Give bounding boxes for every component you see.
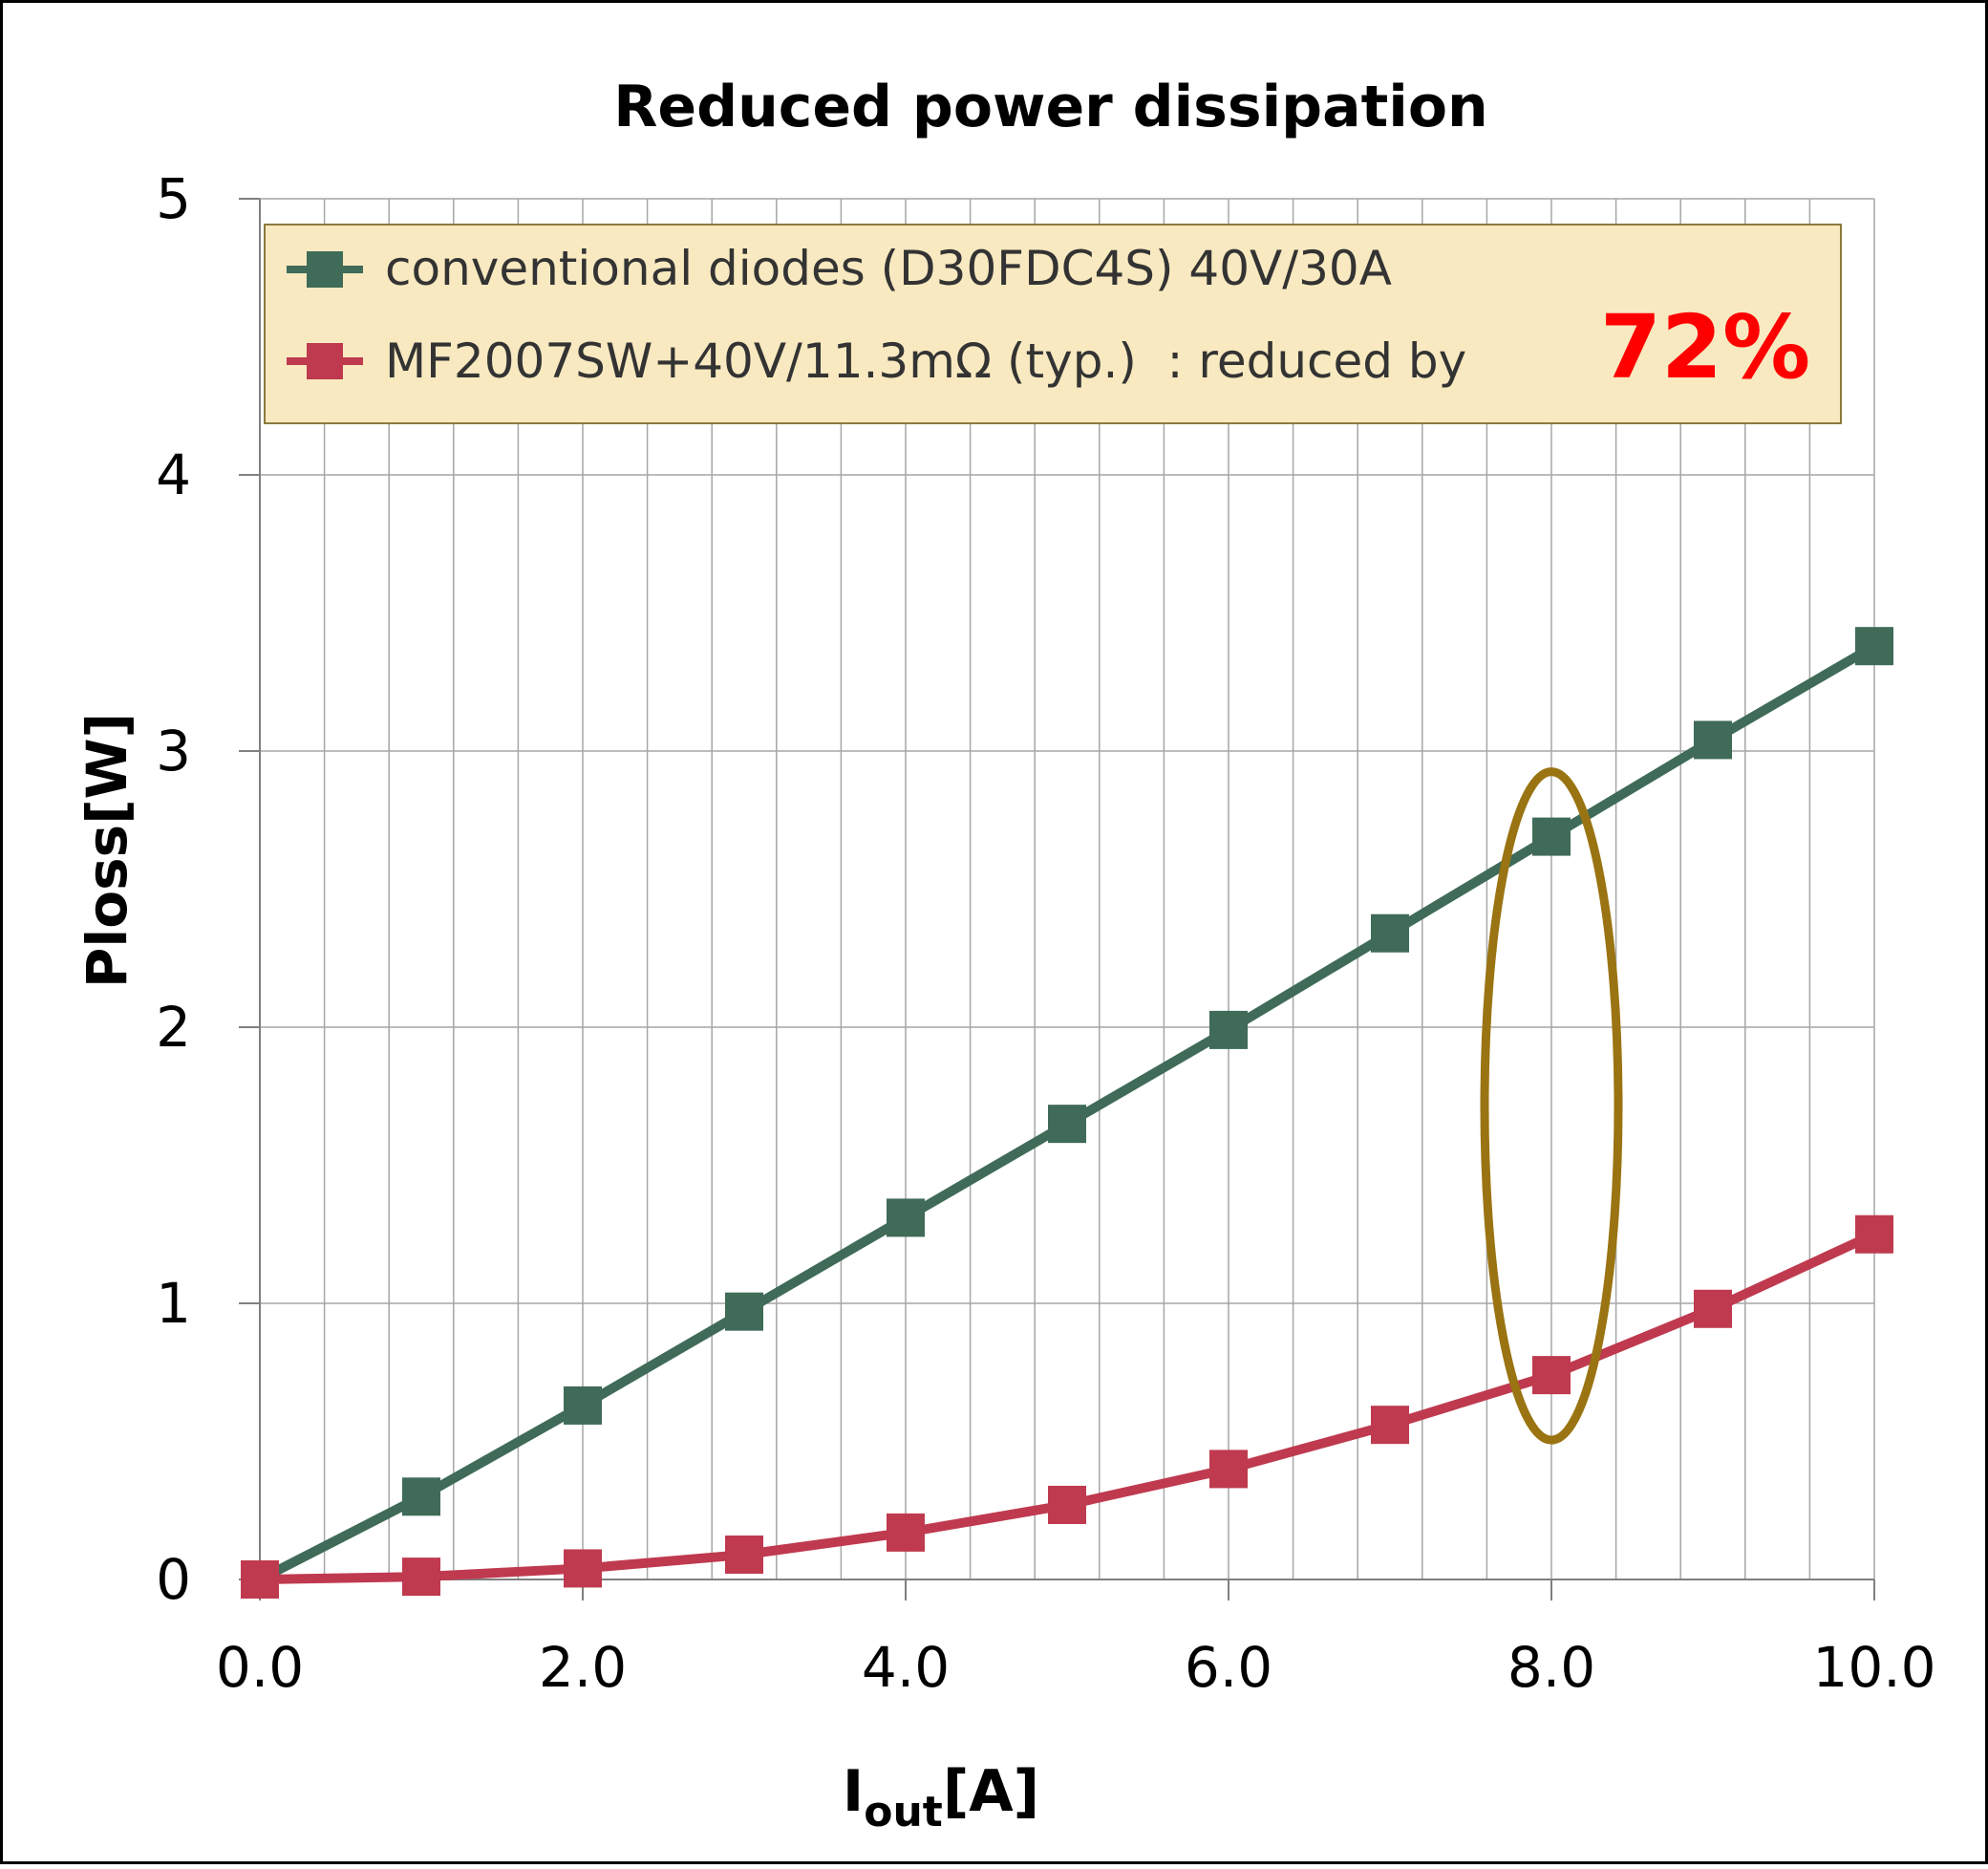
legend-label-mf2007sw: MF2007SW+40V/11.3mΩ (typ.) : reduced by [385, 333, 1466, 389]
data-point [1855, 1214, 1893, 1254]
y-tick-label: 5 [156, 166, 191, 231]
legend-swatch-marker [307, 343, 343, 379]
x-axis-label-subscript: out [864, 1788, 943, 1837]
data-point [1371, 913, 1409, 953]
legend-entry-conventional: conventional diodes (D30FDC4S) 40V/30A [287, 241, 1392, 296]
data-point [1532, 817, 1571, 856]
data-point [725, 1292, 763, 1331]
data-point [1855, 627, 1893, 666]
data-point [1048, 1105, 1086, 1144]
x-tick-label: 2.0 [539, 1635, 627, 1700]
x-tick-label: 10.0 [1812, 1635, 1935, 1700]
data-point [1694, 720, 1732, 760]
y-tick-label: 4 [156, 442, 191, 507]
data-point [1694, 1289, 1732, 1328]
highlight-ellipse [1480, 767, 1623, 1445]
series-1 [241, 1214, 1893, 1599]
y-tick-label: 2 [156, 995, 191, 1060]
data-point [402, 1558, 440, 1597]
y-axis-label: Ploss[W] [75, 713, 139, 988]
x-tick-label: 6.0 [1185, 1635, 1272, 1700]
data-point [1048, 1485, 1086, 1524]
data-point [1532, 1356, 1571, 1395]
x-axis-label-unit: [A] [943, 1758, 1039, 1825]
legend-label-mf2007sw-name: MF2007SW+40V/11.3mΩ (typ.) [385, 333, 1137, 389]
chart-title: Reduced power dissipation [613, 74, 1488, 140]
y-tick-labels: 0 1 2 3 4 5 [156, 166, 191, 1612]
legend-box [264, 224, 1842, 424]
data-point [1209, 1450, 1248, 1489]
data-point [241, 1560, 279, 1599]
axes [239, 198, 1875, 1600]
data-point [1371, 1406, 1409, 1445]
x-tick-label: 4.0 [862, 1635, 950, 1700]
legend-swatch-marker [307, 251, 343, 288]
legend: conventional diodes (D30FDC4S) 40V/30A M… [264, 224, 1842, 424]
grid [260, 198, 1875, 1579]
x-axis-label: Iout[A] [843, 1758, 1039, 1837]
legend-entry-mf2007sw: MF2007SW+40V/11.3mΩ (typ.) : reduced by … [287, 296, 1810, 398]
data-point [402, 1477, 440, 1516]
y-tick-label: 1 [156, 1271, 191, 1336]
y-tick-label: 3 [156, 719, 191, 784]
x-tick-label: 8.0 [1507, 1635, 1595, 1700]
series [241, 627, 1893, 1599]
x-tick-labels: 0.0 2.0 4.0 6.0 8.0 10.0 [216, 1635, 1936, 1700]
data-point [887, 1198, 925, 1237]
reduction-percentage: 72% [1600, 296, 1810, 398]
data-point [564, 1549, 602, 1588]
data-point [887, 1513, 925, 1552]
x-tick-label: 0.0 [216, 1635, 304, 1700]
legend-label-conventional: conventional diodes (D30FDC4S) 40V/30A [385, 241, 1392, 296]
legend-label-mf2007sw-suffix: : reduced by [1137, 333, 1466, 389]
x-axis-label-main: I [843, 1758, 864, 1825]
y-tick-label: 0 [156, 1547, 191, 1612]
data-point [725, 1535, 763, 1574]
data-point [1209, 1010, 1248, 1049]
data-point [564, 1386, 602, 1425]
